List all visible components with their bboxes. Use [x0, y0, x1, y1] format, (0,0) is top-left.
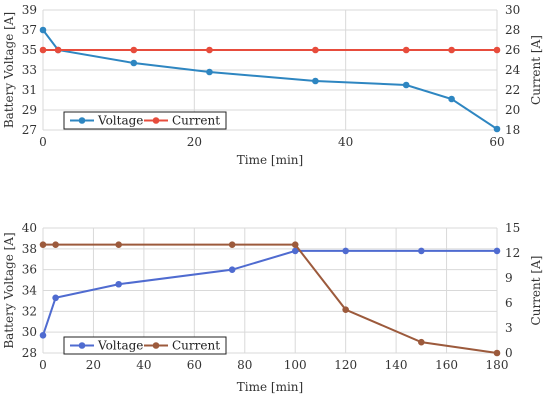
top-series-voltage-point	[493, 125, 501, 133]
top-left-axis-label: Battery Voltage [A]	[2, 12, 16, 128]
bottom-right-axis-label: Current [A]	[529, 256, 543, 326]
bottom-series-current-point	[39, 241, 47, 248]
top-left-tick-label: 29	[22, 103, 37, 117]
bottom-left-tick-label: 36	[22, 263, 37, 277]
top-legend-voltage-swatch-marker	[78, 117, 86, 124]
bottom-left-tick-label: 34	[22, 284, 38, 298]
bottom-series-current-point	[115, 241, 122, 248]
bottom-series-current-point	[228, 241, 236, 248]
bottom-right-tick-label: 0	[505, 346, 513, 360]
top-right-axis-label: Current [A]	[529, 35, 543, 105]
top-series-current-point	[312, 46, 319, 54]
bottom-series-voltage-point	[291, 247, 299, 255]
bottom-x-tick-label: 60	[187, 358, 202, 372]
bottom-series-voltage-point	[418, 247, 425, 255]
top-right-tick-label: 24	[505, 63, 521, 77]
top-series-current-point	[402, 46, 410, 54]
bottom-x-tick-label: 160	[435, 358, 458, 372]
bottom-left-tick-label: 30	[22, 325, 37, 339]
top-left-tick-label: 33	[22, 63, 37, 77]
top-series-current-point	[39, 46, 47, 54]
top-right-tick-label: 26	[505, 43, 520, 57]
bottom-left-tick-label: 40	[22, 221, 37, 235]
bottom-x-axis-label: Time [min]	[237, 380, 303, 394]
top-x-axis-label: Time [min]	[237, 153, 303, 167]
bottom-x-tick-label: 100	[284, 358, 307, 372]
top-series-current-point	[54, 46, 62, 54]
bottom-series-current-point	[52, 241, 59, 248]
bottom-series-voltage-point	[52, 294, 59, 302]
bottom-x-tick-label: 20	[86, 358, 101, 372]
bottom-right-tick-label: 3	[505, 321, 513, 335]
top-right-tick-label: 22	[505, 83, 520, 97]
bottom-x-tick-label: 40	[136, 358, 151, 372]
bottom-left-tick-label: 38	[22, 242, 37, 256]
bottom-right-tick-label: 9	[505, 271, 513, 285]
bottom-series-current-point	[493, 349, 501, 357]
top-right-tick-label: 18	[505, 123, 520, 137]
top-x-tick-label: 0	[39, 135, 47, 149]
top-legend-current-label: Current	[172, 114, 220, 128]
top-series-current-point	[493, 46, 501, 54]
top-series-voltage-point	[402, 81, 410, 89]
bottom-x-tick-label: 180	[486, 358, 509, 372]
bottom-legend-voltage-swatch-marker	[78, 342, 86, 349]
bottom-left-tick-label: 32	[22, 304, 37, 318]
bottom-series-voltage-point	[493, 247, 501, 255]
top-x-tick-label: 40	[338, 135, 353, 149]
top-right-tick-label: 30	[505, 3, 520, 17]
top-series-current-point	[130, 46, 138, 54]
top-left-tick-label: 35	[22, 43, 37, 57]
top-left-tick-label: 31	[22, 83, 37, 97]
bottom-series-voltage-line	[42, 249, 497, 336]
bottom-legend-current-swatch-marker	[152, 342, 160, 349]
top-left-tick-label: 37	[22, 23, 37, 37]
top-x-tick-label: 60	[489, 135, 504, 149]
top-series-voltage-point	[206, 68, 213, 76]
bottom-right-tick-label: 12	[505, 246, 520, 260]
bottom-series-current-point	[342, 306, 349, 313]
bottom-series-voltage-point	[115, 280, 122, 288]
bottom-right-tick-label: 6	[505, 296, 513, 310]
top-legend-current-swatch-marker	[152, 117, 160, 124]
bottom-legend-current-label: Current	[172, 339, 220, 353]
top-series-voltage-line	[42, 29, 498, 130]
top-series-voltage-point	[448, 95, 455, 103]
top-series-current-point	[206, 46, 213, 54]
top-right-tick-label: 20	[505, 103, 520, 117]
bottom-right-tick-label: 15	[505, 221, 520, 235]
bottom-x-tick-label: 120	[334, 358, 357, 372]
bottom-series-current-point	[291, 241, 299, 248]
bottom-series-voltage-point	[39, 331, 47, 339]
top-left-tick-label: 27	[22, 123, 37, 137]
bottom-series-voltage-point	[228, 266, 236, 273]
top-series-voltage-point	[39, 26, 47, 34]
bottom-left-tick-label: 28	[22, 346, 37, 360]
bottom-x-tick-label: 80	[237, 358, 252, 372]
top-right-tick-label: 28	[505, 23, 520, 37]
top-series-voltage-point	[312, 77, 319, 85]
top-series-current-point	[448, 46, 455, 54]
top-legend-voltage-label: Voltage	[97, 114, 143, 128]
bottom-series-voltage-point	[342, 247, 349, 255]
top-left-tick-label: 39	[22, 3, 37, 17]
top-series-voltage-point	[130, 59, 138, 67]
bottom-left-axis-label: Battery Voltage [A]	[2, 232, 16, 348]
top-x-tick-label: 20	[187, 135, 202, 149]
bottom-x-tick-label: 140	[385, 358, 408, 372]
bottom-series-current-line	[43, 243, 498, 354]
bottom-x-tick-label: 0	[39, 358, 47, 372]
bottom-series-current-point	[418, 338, 425, 346]
bottom-legend-voltage-label: Voltage	[97, 339, 143, 353]
